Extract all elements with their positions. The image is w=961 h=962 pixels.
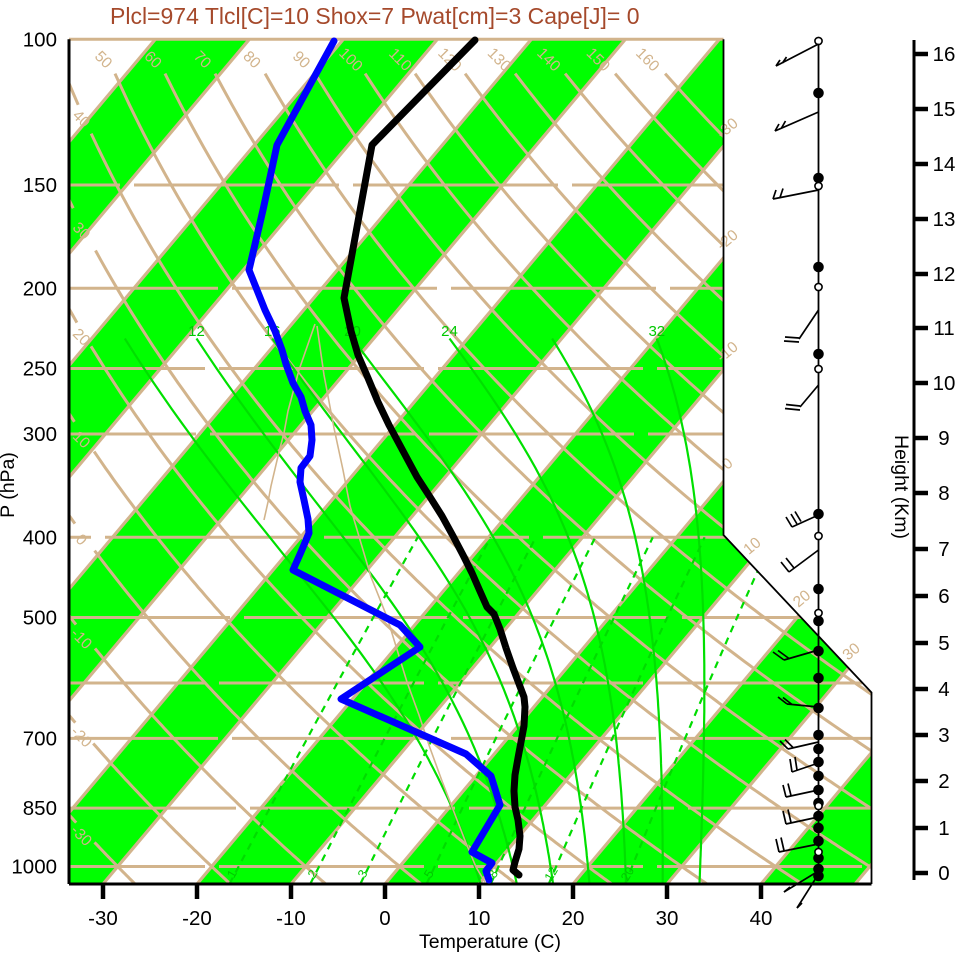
svg-text:7: 7 bbox=[938, 538, 949, 561]
svg-text:150: 150 bbox=[23, 174, 57, 197]
svg-text:300: 300 bbox=[23, 423, 57, 446]
svg-text:8: 8 bbox=[938, 482, 949, 505]
svg-text:20: 20 bbox=[562, 907, 585, 930]
svg-text:40: 40 bbox=[750, 907, 773, 930]
svg-text:10: 10 bbox=[468, 907, 491, 930]
svg-text:850: 850 bbox=[23, 797, 57, 820]
svg-text:11: 11 bbox=[933, 317, 954, 340]
svg-text:1: 1 bbox=[938, 817, 949, 840]
svg-text:Plcl=974 Tlcl[C]=10 Shox=7 Pwa: Plcl=974 Tlcl[C]=10 Shox=7 Pwat[cm]=3 Ca… bbox=[110, 3, 640, 29]
svg-text:12: 12 bbox=[188, 323, 205, 340]
svg-text:2: 2 bbox=[938, 770, 949, 793]
svg-text:Height (Km): Height (Km) bbox=[890, 435, 912, 539]
svg-text:-20: -20 bbox=[182, 907, 212, 930]
svg-text:700: 700 bbox=[23, 727, 57, 750]
svg-text:12: 12 bbox=[933, 263, 956, 286]
svg-text:15: 15 bbox=[933, 98, 956, 121]
svg-text:3: 3 bbox=[938, 724, 949, 747]
svg-text:0: 0 bbox=[938, 862, 949, 885]
svg-text:400: 400 bbox=[23, 526, 57, 549]
svg-text:250: 250 bbox=[23, 358, 57, 381]
svg-text:100: 100 bbox=[23, 28, 57, 51]
svg-text:10: 10 bbox=[933, 372, 956, 395]
svg-text:500: 500 bbox=[23, 607, 57, 630]
svg-text:0: 0 bbox=[379, 907, 390, 930]
svg-text:24: 24 bbox=[441, 323, 458, 340]
svg-text:14: 14 bbox=[933, 153, 956, 176]
svg-text:5: 5 bbox=[938, 632, 949, 655]
svg-text:Temperature (C): Temperature (C) bbox=[419, 931, 561, 953]
svg-text:9: 9 bbox=[938, 427, 949, 450]
svg-text:16: 16 bbox=[933, 43, 956, 66]
svg-text:-10: -10 bbox=[276, 907, 306, 930]
svg-text:P (hPa): P (hPa) bbox=[0, 452, 19, 518]
svg-text:200: 200 bbox=[23, 277, 57, 300]
svg-text:-30: -30 bbox=[88, 907, 118, 930]
svg-text:12: 12 bbox=[542, 864, 561, 883]
svg-text:30: 30 bbox=[656, 907, 679, 930]
svg-text:6: 6 bbox=[938, 585, 949, 608]
svg-text:4: 4 bbox=[938, 678, 949, 701]
svg-text:32: 32 bbox=[648, 323, 665, 340]
svg-text:20: 20 bbox=[618, 864, 637, 883]
svg-text:13: 13 bbox=[933, 208, 956, 231]
svg-text:1000: 1000 bbox=[11, 856, 57, 879]
